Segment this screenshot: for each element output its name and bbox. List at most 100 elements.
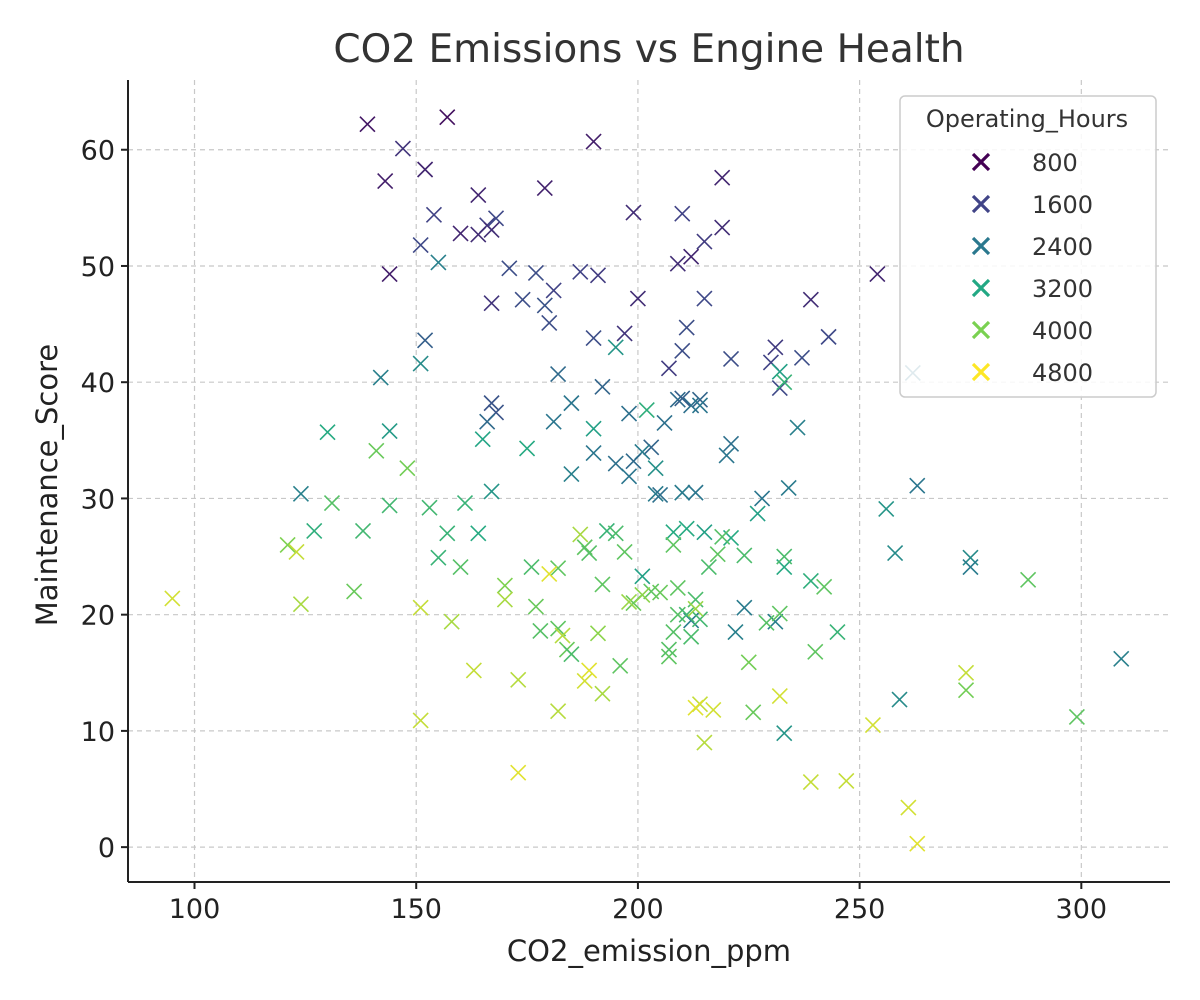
data-point-25: [589, 267, 607, 284]
data-point-180: [496, 591, 513, 608]
data-point-96: [691, 397, 709, 414]
data-point-196: [771, 687, 788, 705]
data-point-145: [532, 622, 549, 640]
data-point-112: [421, 499, 438, 516]
y-tick-label: 50: [81, 252, 115, 283]
data-point-35: [541, 314, 558, 331]
data-point-54: [683, 397, 700, 414]
data-point-17: [714, 219, 731, 236]
data-point-70: [620, 468, 638, 485]
data-point-72: [780, 479, 797, 497]
data-point-104: [607, 339, 624, 356]
data-point-202: [957, 664, 975, 681]
data-point-119: [607, 525, 624, 542]
data-point-37: [616, 325, 633, 342]
y-tick-label: 0: [98, 833, 115, 864]
data-point-58: [483, 395, 500, 412]
data-point-19: [412, 236, 429, 254]
legend-label: 4000: [1032, 317, 1093, 345]
data-point-172: [572, 526, 589, 543]
y-tick-label: 20: [81, 601, 115, 632]
data-point-137: [616, 543, 633, 560]
data-point-132: [452, 558, 469, 576]
data-point-44: [722, 350, 740, 368]
data-point-20: [683, 248, 700, 265]
data-point-125: [736, 547, 753, 564]
data-point-173: [164, 590, 181, 607]
data-point-113: [456, 495, 474, 512]
data-point-78: [754, 490, 771, 507]
data-point-171: [496, 577, 513, 594]
data-point-168: [594, 576, 611, 593]
data-point-100: [381, 422, 398, 440]
x-axis-label: CO2_emission_ppm: [507, 934, 791, 968]
data-point-43: [674, 342, 691, 359]
data-point-69: [607, 455, 624, 472]
data-point-6: [536, 180, 553, 197]
data-point-110: [323, 495, 341, 512]
legend-entries: 800 1600 2400 3200 4000 4800: [971, 149, 1093, 387]
data-point-199: [864, 717, 881, 734]
data-point-1: [439, 109, 456, 126]
data-point-73: [909, 477, 926, 494]
data-point-149: [612, 657, 629, 674]
y-axis-ticks: 0 10 20 30 40 50 60: [81, 136, 128, 864]
data-point-50: [412, 355, 429, 372]
x-tick-label: 200: [612, 894, 664, 925]
data-point-118: [598, 522, 615, 540]
data-point-48: [430, 254, 447, 271]
data-point-51: [550, 366, 567, 383]
data-point-116: [439, 525, 456, 542]
data-point-88: [718, 447, 735, 464]
data-point-7: [714, 169, 731, 186]
data-point-41: [767, 339, 784, 356]
data-point-114: [306, 522, 323, 540]
data-point-57: [563, 395, 580, 412]
data-point-155: [758, 614, 775, 631]
legend-label: 4800: [1032, 359, 1093, 387]
data-point-49: [372, 369, 389, 386]
data-point-68: [625, 453, 642, 470]
legend-label: 2400: [1032, 233, 1093, 261]
data-point-26: [381, 266, 398, 283]
data-point-144: [527, 598, 544, 615]
data-point-111: [381, 497, 398, 514]
data-point-40: [585, 329, 602, 347]
data-point-75: [652, 486, 669, 504]
data-point-74: [647, 485, 664, 502]
y-tick-label: 10: [81, 717, 115, 748]
data-point-11: [674, 205, 691, 222]
data-point-124: [700, 558, 717, 576]
legend-marker-1: [971, 194, 991, 214]
data-point-89: [891, 691, 908, 708]
data-point-148: [563, 646, 580, 663]
y-tick-label: 60: [81, 136, 115, 167]
x-tick-label: 250: [834, 894, 886, 925]
data-point-91: [727, 624, 744, 641]
data-point-67: [585, 445, 602, 462]
data-point-80: [483, 483, 500, 500]
data-point-122: [696, 524, 713, 541]
data-point-139: [669, 579, 686, 596]
data-point-178: [412, 712, 429, 729]
legend-marker-3: [971, 278, 991, 298]
data-point-27: [869, 266, 886, 283]
data-point-161: [1020, 571, 1037, 588]
data-point-140: [687, 591, 704, 608]
data-point-163: [589, 625, 607, 642]
data-point-14: [452, 225, 469, 242]
data-point-0: [359, 116, 376, 133]
data-point-108: [368, 442, 385, 459]
data-point-194: [705, 701, 722, 719]
legend-marker-2: [971, 236, 991, 256]
data-point-197: [802, 773, 819, 791]
data-point-53: [691, 391, 709, 408]
data-point-138: [665, 536, 682, 553]
data-point-195: [687, 699, 704, 716]
data-point-158: [740, 654, 757, 671]
data-point-34: [536, 297, 553, 314]
data-point-127: [776, 548, 793, 565]
legend-label: 1600: [1032, 191, 1093, 219]
data-point-33: [514, 291, 531, 308]
x-axis-ticks: 100 150 200 250 300: [169, 882, 1107, 925]
